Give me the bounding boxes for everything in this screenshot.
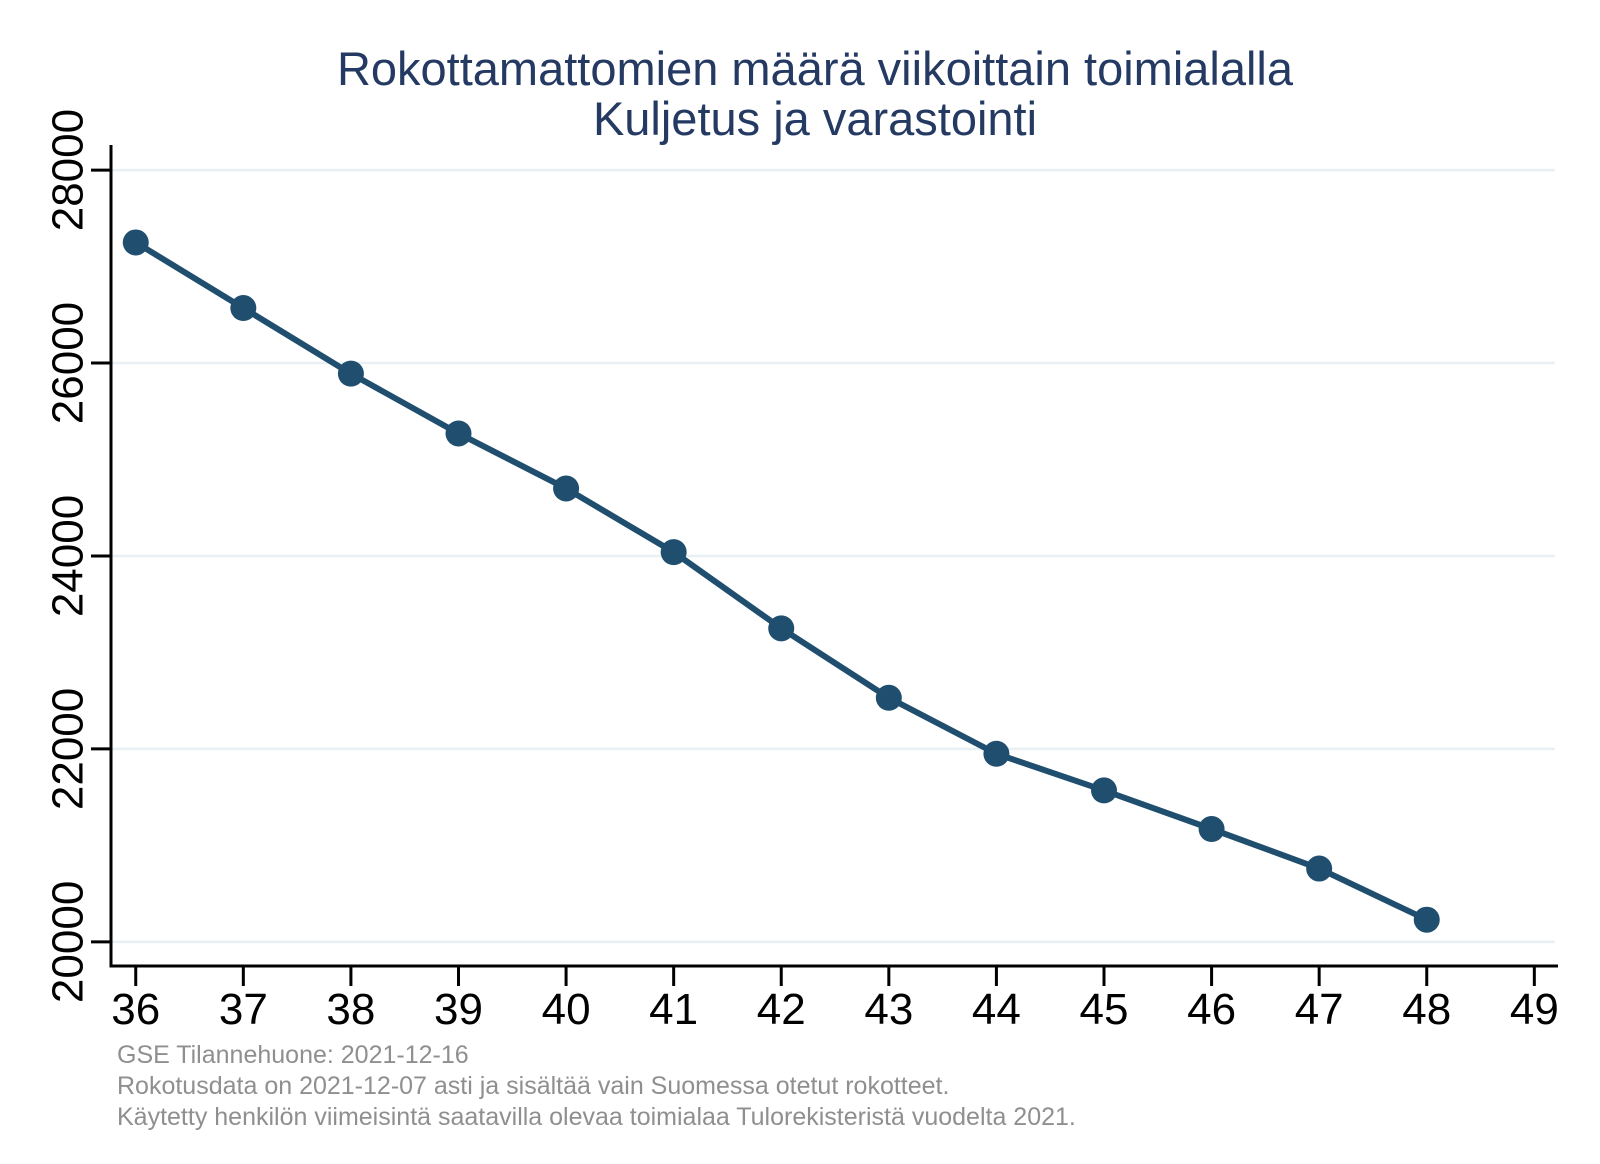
x-tick-label-48: 48 (1402, 985, 1451, 1034)
y-tick-label-24000: 24000 (44, 495, 93, 617)
data-point-week-38 (337, 360, 364, 387)
data-point-week-40 (553, 475, 580, 502)
data-point-week-44 (983, 740, 1010, 767)
chart-title-line2: Kuljetus ja varastointi (592, 92, 1038, 145)
x-tick-label-45: 45 (1080, 985, 1129, 1034)
x-tick-label-43: 43 (864, 985, 913, 1034)
chart-title-line1: Rokottamattomien määrä viikoittain toimi… (336, 42, 1294, 95)
x-tick-label-49: 49 (1510, 985, 1559, 1034)
footnote-line-2: Rokotusdata on 2021-12-07 asti ja sisält… (117, 1072, 950, 1100)
chart-title: Rokottamattomien määrä viikoittain toimi… (0, 44, 1600, 144)
data-point-week-45 (1090, 777, 1117, 804)
data-point-week-36 (122, 229, 149, 256)
data-point-week-37 (230, 295, 257, 322)
data-point-week-46 (1198, 816, 1225, 843)
y-tick-label-22000: 22000 (44, 688, 93, 810)
x-tick-label-41: 41 (649, 985, 698, 1034)
x-tick-label-47: 47 (1295, 985, 1344, 1034)
data-point-week-43 (875, 684, 902, 711)
y-tick-label-28000: 28000 (44, 109, 93, 231)
data-point-week-48 (1413, 906, 1440, 933)
y-tick-label-26000: 26000 (44, 302, 93, 424)
data-point-week-42 (768, 615, 795, 642)
y-tick-label-20000: 20000 (44, 881, 93, 1003)
x-tick-label-40: 40 (542, 985, 591, 1034)
data-point-week-39 (445, 420, 472, 447)
x-tick-label-44: 44 (972, 985, 1021, 1034)
data-point-week-41 (660, 539, 687, 566)
x-tick-label-38: 38 (326, 985, 375, 1034)
x-tick-label-46: 46 (1187, 985, 1236, 1034)
footnote-line-1: GSE Tilannehuone: 2021-12-16 (117, 1041, 469, 1069)
series-line (134, 239, 1429, 923)
x-tick-label-42: 42 (757, 985, 806, 1034)
x-tick-label-39: 39 (434, 985, 483, 1034)
x-tick-label-37: 37 (219, 985, 268, 1034)
data-point-week-47 (1306, 855, 1333, 882)
chart-footnotes: GSE Tilannehuone: 2021-12-16 Rokotusdata… (117, 1040, 1076, 1133)
footnote-line-3: Käytetty henkilön viimeisintä saatavilla… (117, 1103, 1076, 1131)
x-tick-label-36: 36 (111, 985, 160, 1034)
